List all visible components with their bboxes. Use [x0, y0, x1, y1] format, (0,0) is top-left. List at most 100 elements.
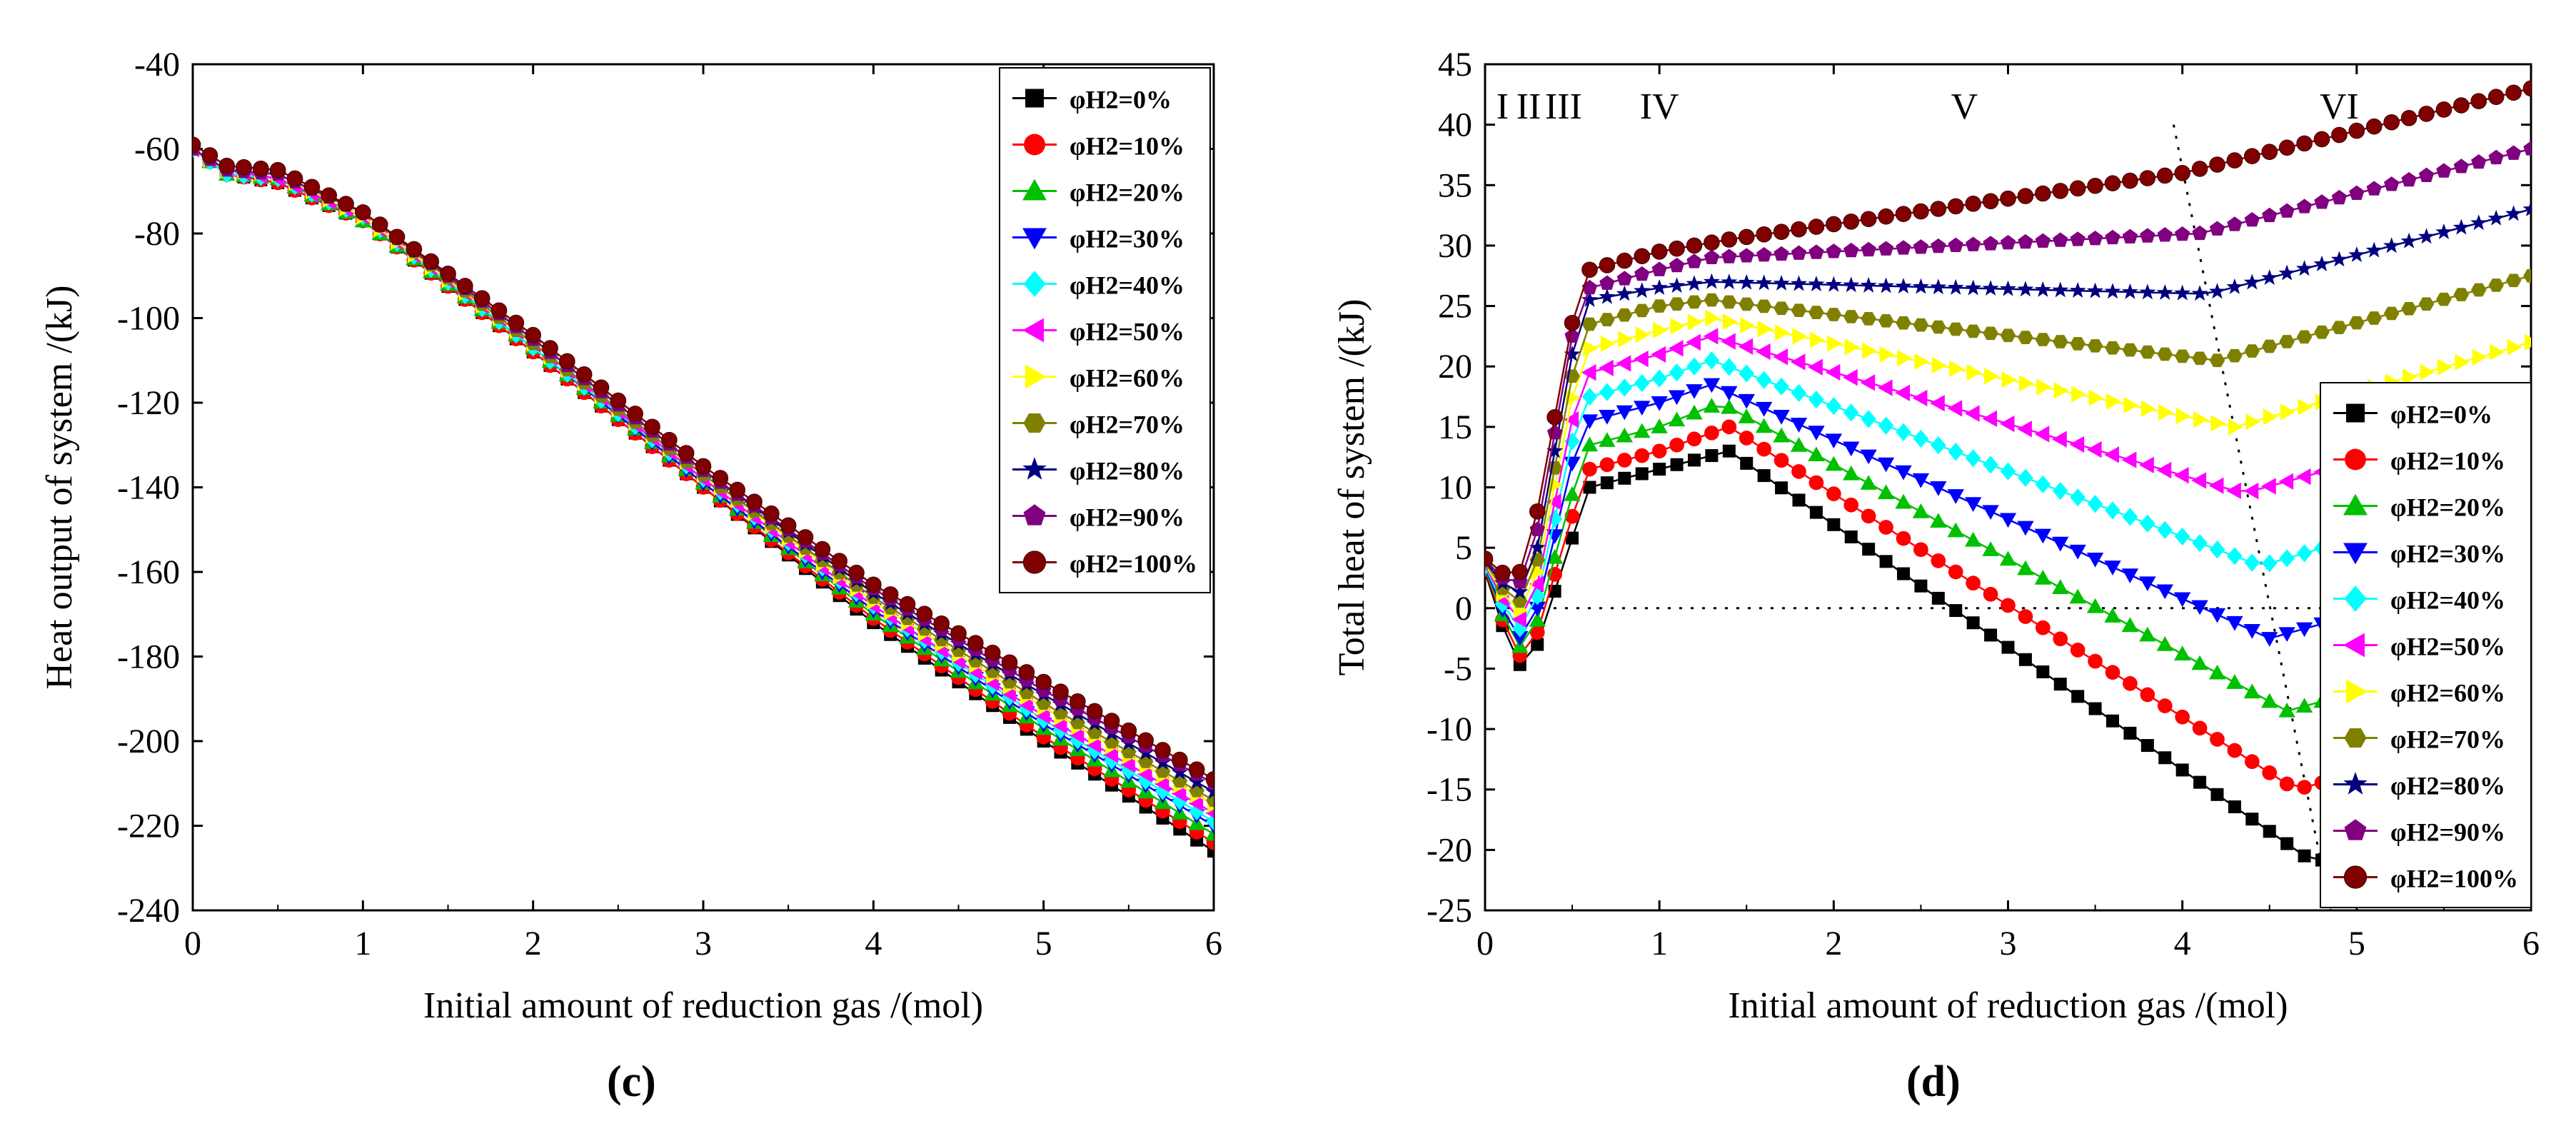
- data-point: [2156, 461, 2172, 479]
- data-point: [2487, 89, 2505, 106]
- data-point: [1862, 543, 1876, 556]
- data-point: [1791, 245, 1807, 260]
- data-point: [2191, 161, 2208, 177]
- data-point: [1755, 418, 1773, 433]
- data-point: [1808, 390, 1824, 409]
- data-point: [2436, 163, 2452, 178]
- data-point: [1965, 196, 1981, 212]
- data-point: [1581, 436, 1599, 452]
- y-tick-label: 30: [1438, 227, 1472, 265]
- data-point: [1634, 448, 1650, 463]
- data-point: [2436, 292, 2452, 306]
- data-point: [2173, 467, 2189, 484]
- data-point: [1581, 387, 1598, 406]
- y-tick-label: -40: [134, 46, 180, 84]
- data-point: [388, 228, 406, 246]
- data-point: [899, 595, 916, 613]
- data-point: [1861, 241, 1876, 257]
- data-point: [1721, 333, 1736, 350]
- data-point: [1546, 529, 1564, 544]
- data-point: [2156, 636, 2173, 651]
- data-point: [218, 157, 235, 174]
- data-point: [1791, 464, 1806, 479]
- data-point: [2192, 533, 2208, 553]
- data-point: [2070, 643, 2086, 658]
- data-point: [1686, 275, 1703, 291]
- data-point: [1634, 282, 1651, 298]
- data-point: [2105, 229, 2120, 245]
- data-point: [1878, 241, 1894, 256]
- data-point: [2156, 284, 2173, 300]
- data-point: [1808, 475, 1824, 491]
- data-point: [2452, 218, 2470, 235]
- data-point: [1791, 303, 1807, 318]
- region-label: I: [1496, 86, 1509, 127]
- data-point: [1616, 271, 1633, 286]
- data-point: [1964, 531, 1982, 547]
- legend-entry: φH2=80%: [1070, 457, 1184, 486]
- data-point: [1966, 363, 1982, 381]
- data-point: [831, 553, 847, 569]
- data-point: [1930, 481, 1947, 496]
- data-point: [2243, 482, 2259, 500]
- data-point: [2279, 335, 2295, 348]
- y-tick-label: -240: [117, 892, 180, 930]
- data-point: [1843, 242, 1859, 258]
- y-tick-label: -25: [1427, 892, 1472, 930]
- legend: φH2=0% φH2=10% φH2=20% φH2=30% φH2=40% φH2=50…: [999, 67, 1211, 593]
- data-point: [2017, 281, 2034, 297]
- data-point: [2490, 343, 2505, 361]
- data-point: [1739, 297, 1755, 311]
- legend-entry: φH2=30%: [2390, 540, 2505, 568]
- data-point: [2455, 353, 2470, 371]
- data-point: [2331, 321, 2348, 335]
- data-point: [2245, 813, 2259, 826]
- legend-marker: [2346, 403, 2365, 423]
- data-point: [2052, 183, 2069, 199]
- data-point: [2278, 702, 2295, 718]
- data-point: [2243, 683, 2261, 699]
- data-point: [1546, 548, 1564, 564]
- data-point: [2087, 282, 2104, 298]
- data-point: [2279, 549, 2295, 568]
- data-point: [2278, 627, 2295, 643]
- data-point: [1791, 383, 1807, 403]
- data-point: [2140, 400, 2156, 418]
- data-point: [2001, 371, 2017, 388]
- data-point: [1529, 538, 1546, 555]
- data-point: [1686, 384, 1703, 399]
- data-point: [1773, 410, 1790, 425]
- data-point: [1755, 401, 1773, 417]
- data-point: [1512, 619, 1528, 638]
- data-point: [1982, 541, 1999, 556]
- data-point: [2296, 198, 2313, 213]
- data-point: [1775, 481, 1788, 495]
- data-point: [1792, 328, 1808, 345]
- data-point: [1669, 363, 1685, 382]
- data-point: [2295, 622, 2313, 638]
- data-point: [2525, 333, 2531, 351]
- data-point: [1982, 505, 1999, 521]
- data-point: [2209, 156, 2225, 173]
- y-tick-label: -5: [1444, 650, 1472, 688]
- data-point: [1861, 312, 1876, 326]
- data-point: [1843, 465, 1860, 481]
- y-tick-label: 45: [1438, 46, 1472, 84]
- data-point: [1826, 243, 1842, 258]
- data-point: [2226, 278, 2243, 294]
- data-point: [2210, 732, 2225, 747]
- legend-entry: φH2=10%: [1070, 132, 1184, 161]
- data-point: [1511, 563, 1529, 580]
- data-point: [1582, 461, 1597, 477]
- data-point: [1999, 415, 2015, 433]
- data-point: [1721, 273, 1738, 290]
- data-point: [2191, 655, 2208, 670]
- data-point: [1948, 564, 1963, 580]
- data-point: [1913, 203, 1929, 220]
- legend-entry: φH2=60%: [2390, 679, 2505, 708]
- data-point: [1773, 453, 1789, 468]
- data-point: [1930, 278, 1947, 295]
- data-point: [2279, 776, 2295, 792]
- legend-marker: [2343, 633, 2365, 658]
